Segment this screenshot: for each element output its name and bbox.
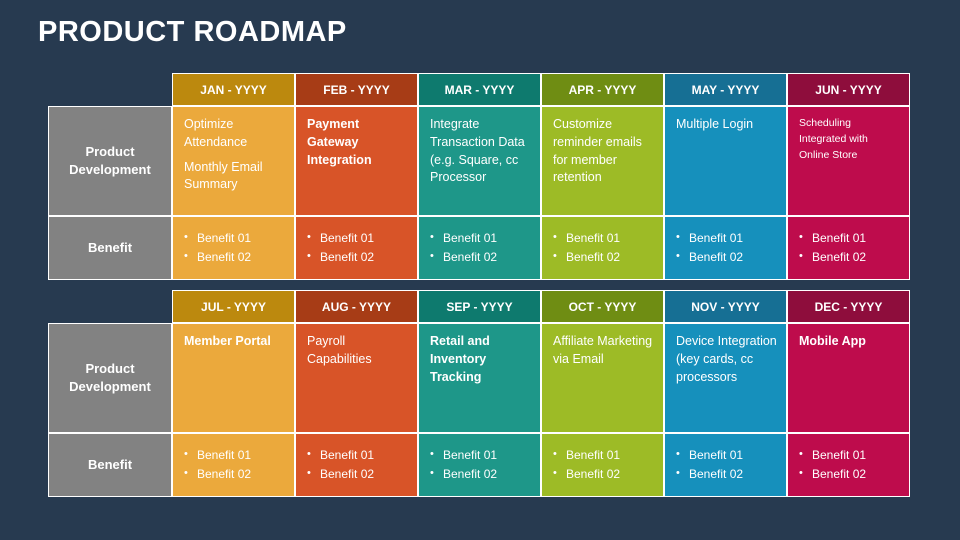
month-header-mar: MAR - YYYY: [418, 73, 541, 106]
benefit-cell-feb: Benefit 01 Benefit 02: [295, 216, 418, 280]
month-header-jul: JUL - YYYY: [172, 290, 295, 323]
benefit-item: Benefit 02: [799, 248, 866, 267]
benefit-cell-apr: Benefit 01 Benefit 02: [541, 216, 664, 280]
benefit-cell-mar: Benefit 01 Benefit 02: [418, 216, 541, 280]
benefit-list: Benefit 01 Benefit 02: [799, 446, 866, 484]
month-header-jan: JAN - YYYY: [172, 73, 295, 106]
page-title: PRODUCT ROADMAP: [38, 16, 347, 48]
month-header-nov: NOV - YYYY: [664, 290, 787, 323]
benefit-cell-jul: Benefit 01 Benefit 02: [172, 433, 295, 497]
dev-cell-jun: Scheduling Integrated with Online Store: [787, 106, 910, 216]
benefit-item: Benefit 01: [184, 229, 251, 248]
dev-text: Device Integration (key cards, cc proces…: [676, 334, 777, 384]
benefit-cell-nov: Benefit 01 Benefit 02: [664, 433, 787, 497]
benefit-list: Benefit 01 Benefit 02: [184, 229, 251, 267]
benefit-item: Benefit 02: [184, 465, 251, 484]
benefit-list: Benefit 01 Benefit 02: [553, 446, 620, 484]
row-label-development-h2: Product Development: [48, 323, 172, 433]
benefit-item: Benefit 01: [676, 446, 743, 465]
month-header-dec: DEC - YYYY: [787, 290, 910, 323]
benefit-list: Benefit 01 Benefit 02: [307, 446, 374, 484]
benefit-list: Benefit 01 Benefit 02: [430, 446, 497, 484]
benefit-item: Benefit 01: [676, 229, 743, 248]
benefit-list: Benefit 01 Benefit 02: [553, 229, 620, 267]
benefit-item: Benefit 02: [799, 465, 866, 484]
month-header-aug: AUG - YYYY: [295, 290, 418, 323]
dev-cell-jan: Optimize Attendance Monthly Email Summar…: [172, 106, 295, 216]
row-label-benefit-h2: Benefit: [48, 433, 172, 497]
benefit-item: Benefit 01: [553, 446, 620, 465]
benefit-item: Benefit 01: [307, 446, 374, 465]
benefit-item: Benefit 01: [307, 229, 374, 248]
benefit-item: Benefit 02: [553, 248, 620, 267]
roadmap-table-h1: JAN - YYYY FEB - YYYY MAR - YYYY APR - Y…: [48, 73, 910, 280]
benefit-item: Benefit 02: [430, 465, 497, 484]
dev-cell-sep: Retail and Inventory Tracking: [418, 323, 541, 433]
row-label-benefit-h1: Benefit: [48, 216, 172, 280]
roadmap-table-h2: JUL - YYYY AUG - YYYY SEP - YYYY OCT - Y…: [48, 290, 910, 497]
dev-cell-mar: Integrate Transaction Data (e.g. Square,…: [418, 106, 541, 216]
benefit-cell-may: Benefit 01 Benefit 02: [664, 216, 787, 280]
benefit-cell-aug: Benefit 01 Benefit 02: [295, 433, 418, 497]
dev-text: Member Portal: [184, 334, 271, 348]
benefit-item: Benefit 01: [799, 229, 866, 248]
benefit-item: Benefit 02: [430, 248, 497, 267]
benefit-item: Benefit 02: [676, 465, 743, 484]
dev-cell-apr: Customize reminder emails for member ret…: [541, 106, 664, 216]
dev-text: Integrate Transaction Data (e.g. Square,…: [430, 117, 525, 185]
benefit-cell-jun: Benefit 01 Benefit 02: [787, 216, 910, 280]
month-header-feb: FEB - YYYY: [295, 73, 418, 106]
benefit-item: Benefit 01: [430, 446, 497, 465]
benefit-list: Benefit 01 Benefit 02: [184, 446, 251, 484]
dev-text: Affiliate Marketing via Email: [553, 334, 653, 366]
row-label-development-h1: Product Development: [48, 106, 172, 216]
benefit-list: Benefit 01 Benefit 02: [676, 446, 743, 484]
dev-text: Scheduling Integrated with Online Store: [799, 117, 868, 161]
benefit-item: Benefit 02: [307, 465, 374, 484]
benefit-item: Benefit 02: [553, 465, 620, 484]
benefit-cell-jan: Benefit 01 Benefit 02: [172, 216, 295, 280]
dev-text: Payroll Capabilities: [307, 334, 372, 366]
benefit-list: Benefit 01 Benefit 02: [307, 229, 374, 267]
benefit-list: Benefit 01 Benefit 02: [676, 229, 743, 267]
dev-text: Payment Gateway Integration: [307, 117, 372, 167]
dev-cell-oct: Affiliate Marketing via Email: [541, 323, 664, 433]
month-header-jun: JUN - YYYY: [787, 73, 910, 106]
benefit-item: Benefit 01: [553, 229, 620, 248]
dev-text: Mobile App: [799, 334, 866, 348]
dev-cell-nov: Device Integration (key cards, cc proces…: [664, 323, 787, 433]
dev-text: Retail and Inventory Tracking: [430, 334, 490, 384]
corner-spacer: [48, 290, 172, 323]
benefit-cell-sep: Benefit 01 Benefit 02: [418, 433, 541, 497]
dev-text: Multiple Login: [676, 117, 754, 131]
dev-cell-dec: Mobile App: [787, 323, 910, 433]
benefit-item: Benefit 01: [184, 446, 251, 465]
benefit-cell-oct: Benefit 01 Benefit 02: [541, 433, 664, 497]
month-header-oct: OCT - YYYY: [541, 290, 664, 323]
dev-cell-may: Multiple Login: [664, 106, 787, 216]
corner-spacer: [48, 73, 172, 106]
dev-text: Customize reminder emails for member ret…: [553, 117, 642, 185]
dev-text: Monthly Email Summary: [184, 159, 263, 192]
dev-text: Optimize Attendance: [184, 117, 248, 149]
dev-cell-jul: Member Portal: [172, 323, 295, 433]
benefit-item: Benefit 01: [799, 446, 866, 465]
benefit-item: Benefit 02: [676, 248, 743, 267]
benefit-item: Benefit 01: [430, 229, 497, 248]
month-header-sep: SEP - YYYY: [418, 290, 541, 323]
dev-cell-aug: Payroll Capabilities: [295, 323, 418, 433]
benefit-list: Benefit 01 Benefit 02: [430, 229, 497, 267]
benefit-cell-dec: Benefit 01 Benefit 02: [787, 433, 910, 497]
month-header-apr: APR - YYYY: [541, 73, 664, 106]
benefit-item: Benefit 02: [184, 248, 251, 267]
benefit-list: Benefit 01 Benefit 02: [799, 229, 866, 267]
dev-cell-feb: Payment Gateway Integration: [295, 106, 418, 216]
benefit-item: Benefit 02: [307, 248, 374, 267]
month-header-may: MAY - YYYY: [664, 73, 787, 106]
